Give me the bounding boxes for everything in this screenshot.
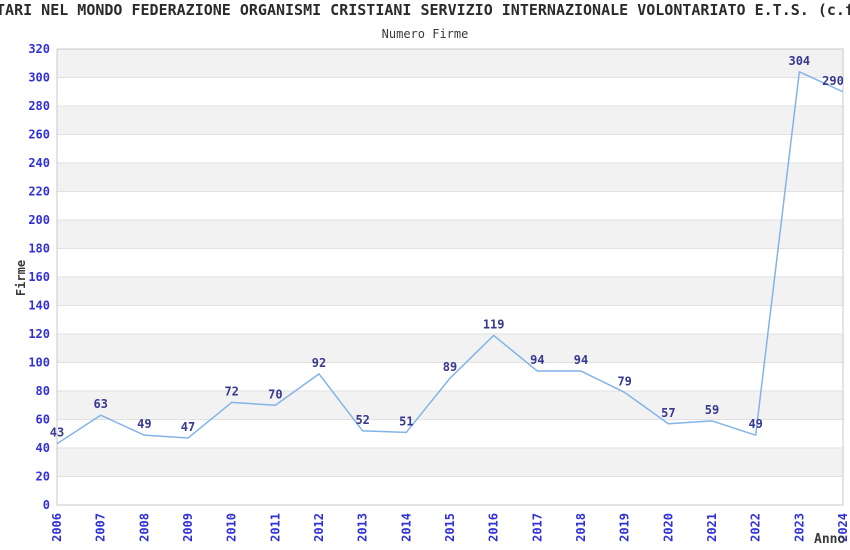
x-tick-label: 2007 <box>94 513 108 542</box>
x-tick-label: 2013 <box>356 513 370 542</box>
data-point-label: 89 <box>443 360 457 374</box>
plot-stripe <box>57 220 843 249</box>
data-line <box>56 71 844 445</box>
data-point-label: 92 <box>312 356 326 370</box>
y-tick-label: 0 <box>43 498 50 512</box>
x-tick-label: 2010 <box>225 513 239 542</box>
data-point-label: 72 <box>224 384 238 398</box>
x-tick-label: 2024 <box>836 513 850 542</box>
data-point-label: 51 <box>399 414 413 428</box>
y-tick-label: 120 <box>28 327 50 341</box>
plot-stripe <box>57 391 843 420</box>
y-tick-label: 320 <box>28 42 50 56</box>
chart-title: TARI NEL MONDO FEDERAZIONE ORGANISMI CRI… <box>0 1 850 19</box>
y-tick-label: 160 <box>28 270 50 284</box>
x-tick-label: 2018 <box>574 513 588 542</box>
x-tick-label: 2006 <box>50 513 64 542</box>
data-point-label: 49 <box>748 417 762 431</box>
y-axis-title: Firme <box>14 260 28 296</box>
y-tick-label: 220 <box>28 185 50 199</box>
y-tick-label: 200 <box>28 213 50 227</box>
y-tick-label: 180 <box>28 242 50 256</box>
plot-border <box>56 48 844 506</box>
x-tick-label: 2019 <box>618 513 632 542</box>
plot-stripe <box>57 448 843 477</box>
plot-stripe <box>57 334 843 363</box>
data-point-label: 63 <box>93 397 107 411</box>
data-point-label: 57 <box>661 406 675 420</box>
x-tick-label: 2023 <box>792 513 806 542</box>
y-tick-label: 60 <box>36 413 50 427</box>
y-tick-label: 20 <box>36 470 50 484</box>
y-tick-label: 140 <box>28 299 50 313</box>
plot-stripe <box>57 106 843 135</box>
x-tick-label: 2016 <box>487 513 501 542</box>
y-tick-label: 80 <box>36 384 50 398</box>
data-point-label: 43 <box>50 426 64 440</box>
data-point-label: 70 <box>268 387 282 401</box>
x-tick-label: 2012 <box>312 513 326 542</box>
y-tick-label: 100 <box>28 356 50 370</box>
x-tick-label: 2015 <box>443 513 457 542</box>
data-point-label: 119 <box>483 317 505 331</box>
data-point-label: 79 <box>617 374 631 388</box>
data-point-label: 47 <box>181 420 195 434</box>
plot-stripe <box>57 163 843 192</box>
data-point-label: 59 <box>705 403 719 417</box>
x-tick-label: 2008 <box>137 513 151 542</box>
y-tick-label: 40 <box>36 441 50 455</box>
data-point-label: 304 <box>788 54 810 68</box>
y-tick-label: 300 <box>28 71 50 85</box>
data-point-label: 52 <box>355 413 369 427</box>
x-tick-label: 2009 <box>181 513 195 542</box>
data-point-label: 94 <box>574 353 588 367</box>
chart-subtitle: Numero Firme <box>381 27 469 41</box>
y-tick-label: 240 <box>28 156 50 170</box>
plot-stripe <box>57 49 843 78</box>
data-point-label: 290 <box>822 74 844 88</box>
x-tick-label: 2021 <box>705 513 719 542</box>
data-point-label: 49 <box>137 417 151 431</box>
x-axis-title: Anno <box>814 532 845 547</box>
plot-stripe <box>57 277 843 306</box>
x-tick-label: 2020 <box>661 513 675 542</box>
y-tick-label: 280 <box>28 99 50 113</box>
data-point-label: 94 <box>530 353 544 367</box>
x-tick-label: 2011 <box>268 513 282 542</box>
y-tick-label: 260 <box>28 128 50 142</box>
x-tick-label: 2017 <box>530 513 544 542</box>
x-tick-label: 2022 <box>749 513 763 542</box>
x-tick-label: 2014 <box>399 513 413 542</box>
